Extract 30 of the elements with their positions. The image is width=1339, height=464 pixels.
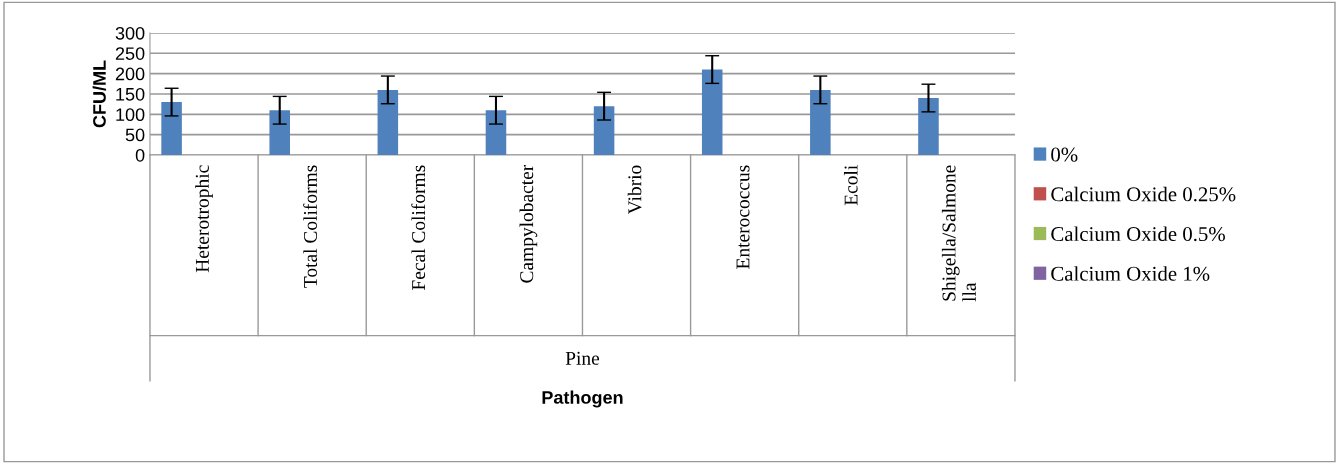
legend-label: Calcium Oxide 0.25% (1051, 186, 1236, 202)
y-tick-label: 50 (125, 128, 145, 142)
x-axis-title: Pathogen (542, 390, 623, 408)
x-tick-label: Shigella/Salmonella (941, 165, 976, 302)
x-tick-label: Enterococcus (736, 165, 750, 269)
bar (269, 110, 290, 155)
text: Pine (565, 351, 600, 365)
x-tick-label: Heterotrophic (195, 165, 213, 273)
bar (810, 89, 831, 155)
legend-label: Calcium Oxide 0.5% (1051, 226, 1225, 242)
legend-label: Calcium Oxide 1% (1051, 266, 1210, 281)
legend-label: 0% (1051, 147, 1078, 162)
y-axis-title: CFU/ML (92, 60, 107, 128)
x-tick-label: Total Coliforms (303, 165, 318, 288)
bar (701, 69, 723, 155)
bar (593, 106, 615, 155)
y-tick-label: 0 (135, 148, 145, 162)
x-tick-label: Fecal Coliforms (411, 165, 426, 291)
x-tick-label: Vibrio (627, 165, 642, 215)
y-tick-label: 200 (115, 67, 145, 81)
y-tick-label: 150 (116, 87, 145, 101)
x-tick-label: Ecoli (843, 165, 858, 206)
y-tick-label: 100 (116, 108, 145, 122)
bar (918, 98, 939, 155)
y-tick-label: 300 (115, 26, 145, 40)
bar (377, 89, 399, 155)
x-tick-label: Campylobacter (519, 164, 538, 283)
bar (485, 110, 507, 155)
y-tick-label: 250 (115, 47, 145, 60)
bar (161, 102, 182, 155)
